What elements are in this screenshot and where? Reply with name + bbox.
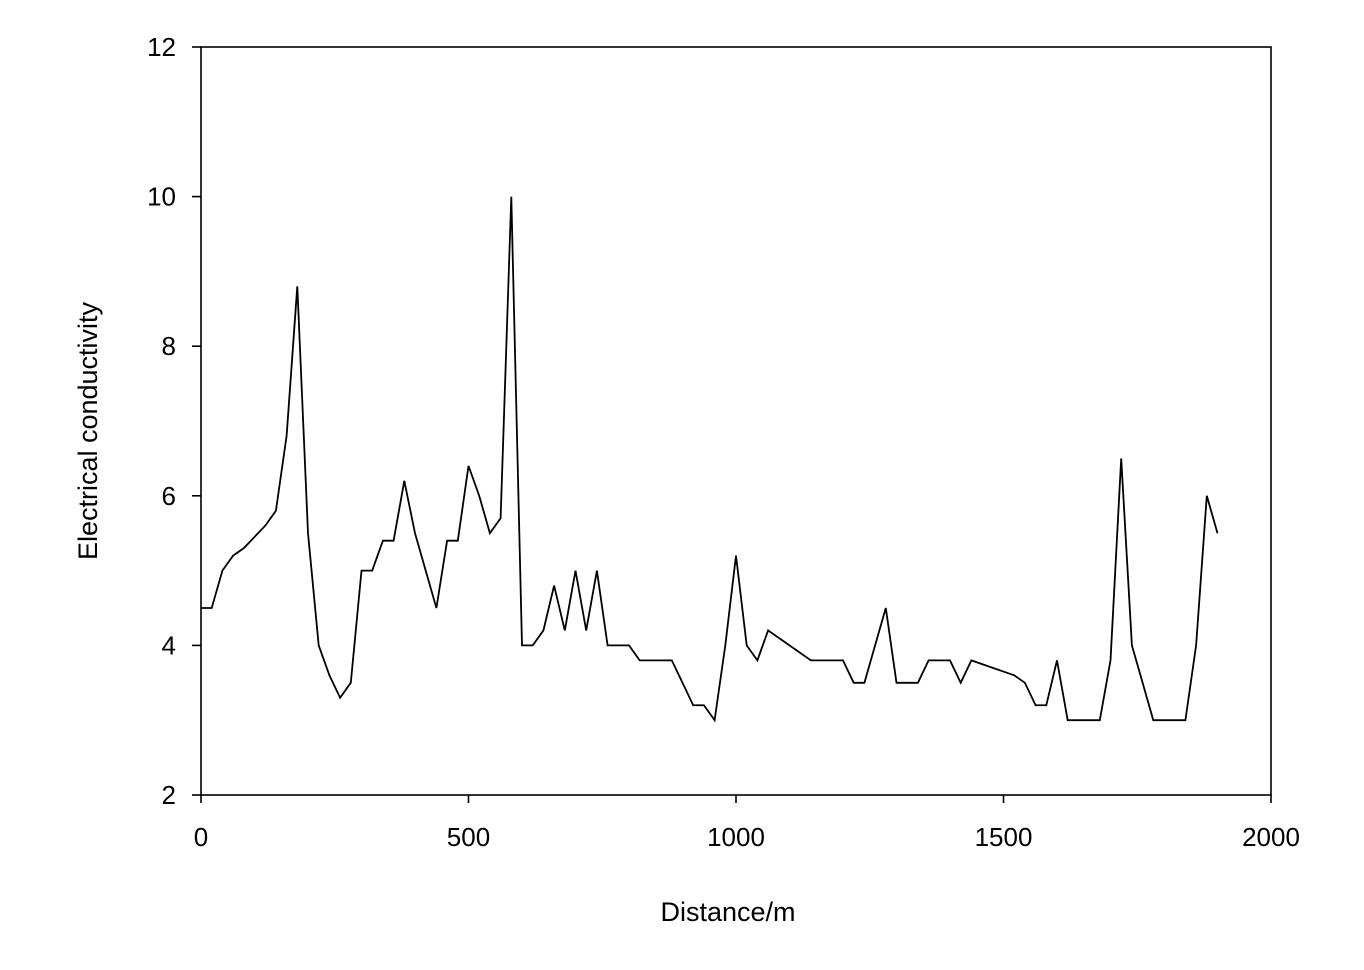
y-axis-label: Electrical conductivity <box>73 301 103 560</box>
x-tick-label: 500 <box>447 822 490 852</box>
plot-frame <box>200 46 1272 796</box>
x-tick-label: 0 <box>194 822 208 852</box>
y-tick-label: 4 <box>162 630 176 660</box>
series-layer <box>201 196 1219 723</box>
x-axis-ticks: 0 500 1000 1500 2000 <box>194 795 1300 852</box>
y-tick-label: 2 <box>162 780 176 810</box>
series-line-0 <box>201 196 1219 723</box>
y-tick-label: 8 <box>162 331 176 361</box>
x-axis-label: Distance/m <box>660 897 795 927</box>
x-tick-label: 1000 <box>707 822 765 852</box>
x-tick-label: 2000 <box>1242 822 1300 852</box>
y-tick-label: 10 <box>147 182 176 212</box>
y-tick-label: 6 <box>162 481 176 511</box>
y-tick-label: 12 <box>147 32 176 62</box>
x-tick-label: 1500 <box>975 822 1033 852</box>
y-axis-ticks: 2 4 6 8 10 12 <box>147 32 201 810</box>
